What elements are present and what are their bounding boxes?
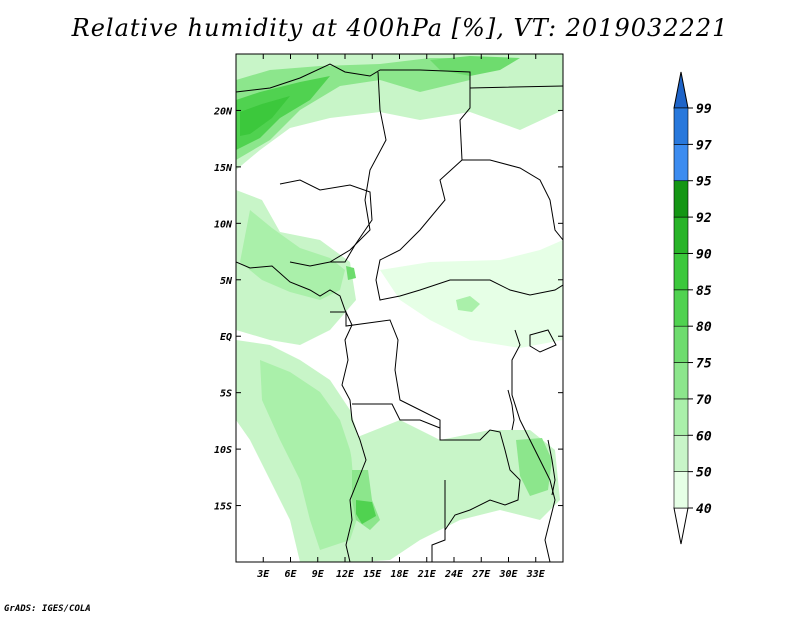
humidity-field-central xyxy=(380,240,563,348)
border-niger-chad xyxy=(329,71,387,263)
colorbar-label: 50 xyxy=(696,466,712,481)
lon-tick-label: 30E xyxy=(498,569,518,580)
border-east xyxy=(511,329,556,562)
colorbar-swatch xyxy=(673,471,689,509)
colorbar-label: 92 xyxy=(696,211,712,226)
colorbar-label: 95 xyxy=(696,175,712,190)
chart-title: Relative humidity at 400hPa [%], VT: 201… xyxy=(71,14,729,42)
lon-tick-label: 33E xyxy=(526,569,546,580)
lon-tick-label: 15E xyxy=(363,569,382,580)
colorbar: 40 50 60 70 75 80 85 90 92 95 97 99 xyxy=(673,71,712,545)
colorbar-swatch xyxy=(673,216,689,254)
lon-tick-label: 24E xyxy=(444,569,464,580)
border-angola xyxy=(352,403,446,562)
border-nigeria xyxy=(279,179,373,267)
colorbar-swatch xyxy=(673,289,689,327)
colorbar-label: 70 xyxy=(696,393,712,408)
colorbar-label: 99 xyxy=(696,102,712,117)
lon-tick-label: 12E xyxy=(336,569,355,580)
humidity-field-north-peak-2 xyxy=(240,96,290,136)
lat-tick-label: 20N xyxy=(213,106,233,117)
colorbar-swatch xyxy=(673,180,689,218)
colorbar-swatch xyxy=(673,434,689,472)
lat-tick-label: EQ xyxy=(220,332,232,343)
lon-tick-label: 6E xyxy=(284,569,297,580)
humidity-field-south-peak xyxy=(356,500,376,524)
lat-tick-label: 10N xyxy=(214,219,233,230)
humidity-field-atlantic-core xyxy=(260,360,360,550)
border-sudan xyxy=(462,85,563,241)
credit-text: GrADS: IGES/COLA xyxy=(4,604,91,614)
colorbar-label: 80 xyxy=(696,320,712,335)
lat-tick-label: 5S xyxy=(220,389,232,400)
lat-tick-label: 5N xyxy=(220,276,233,287)
lat-tick-label: 15S xyxy=(214,502,232,513)
colorbar-high-cap xyxy=(673,71,689,109)
humidity-field-gulf-core xyxy=(240,210,345,300)
lon-tick-label: 3E xyxy=(256,569,270,580)
coastline-west-africa xyxy=(236,261,367,562)
humidity-field-se xyxy=(516,438,552,496)
colorbar-label: 40 xyxy=(696,502,712,517)
colorbar-swatch xyxy=(673,107,689,145)
colorbar-swatch xyxy=(673,253,689,291)
colorbar-label: 75 xyxy=(696,357,712,372)
colorbar-label: 90 xyxy=(696,247,712,262)
colorbar-label: 85 xyxy=(696,284,712,299)
lon-ticks: 3E 6E 9E 12E 15E 18E 21E 24E 27E 30E 33E xyxy=(256,54,546,580)
lat-tick-label: 10S xyxy=(214,445,232,456)
colorbar-low-cap xyxy=(673,507,689,545)
lon-tick-label: 21E xyxy=(417,569,437,580)
lake-malawi xyxy=(547,439,556,496)
colorbar-swatch xyxy=(673,362,689,400)
humidity-field-north-peak xyxy=(236,76,330,150)
lake-tanganyika xyxy=(507,389,515,431)
lat-tick-label: 15N xyxy=(214,163,233,174)
lon-tick-label: 9E xyxy=(312,569,325,580)
country-borders xyxy=(236,63,563,562)
lon-tick-label: 27E xyxy=(471,569,491,580)
colorbar-swatch xyxy=(673,144,689,182)
colorbar-label: 97 xyxy=(696,138,712,153)
lake-victoria xyxy=(529,329,557,353)
colorbar-swatch xyxy=(673,325,689,363)
humidity-field-central-core xyxy=(456,296,480,312)
humidity-field-south xyxy=(350,420,560,562)
humidity-field-gulf-peak xyxy=(346,266,356,280)
lat-ticks: 20N 15N 10N 5N EQ 5S 10S 15S xyxy=(213,106,563,513)
lon-tick-label: 18E xyxy=(390,569,409,580)
border-congo xyxy=(330,311,521,531)
border-north xyxy=(236,63,563,301)
colorbar-label: 60 xyxy=(696,429,712,444)
colorbar-swatch xyxy=(673,398,689,436)
